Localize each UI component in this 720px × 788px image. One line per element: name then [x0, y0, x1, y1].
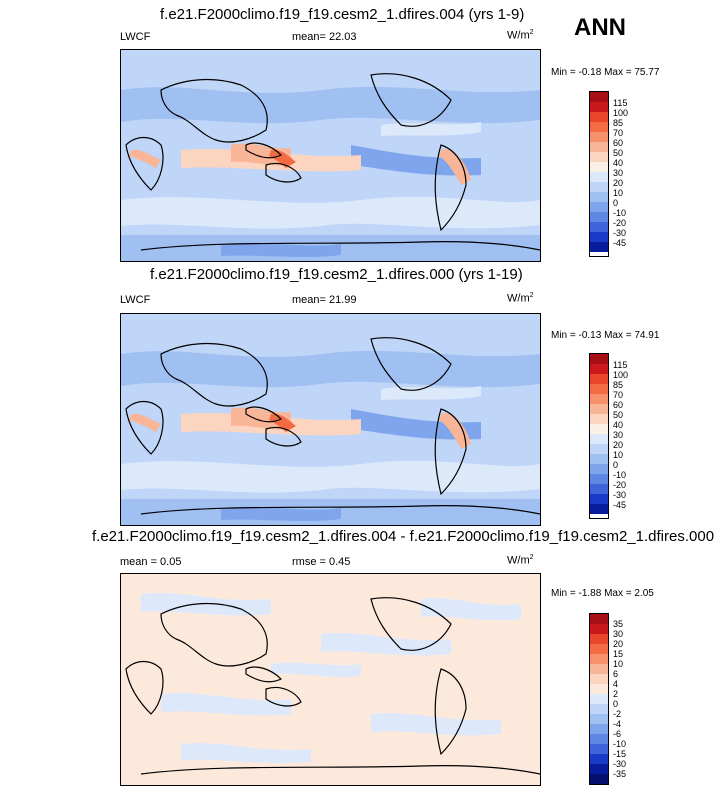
- panel2-colorbar: [589, 353, 609, 519]
- panel1-tick: 40: [613, 158, 624, 168]
- panel2-mean-label: mean= 21.99: [292, 294, 357, 306]
- panel1-min-max: Min = -0.18 Max = 75.77: [551, 67, 660, 78]
- panel2-tick: 100: [613, 370, 629, 380]
- panel3-title: f.e21.F2000climo.f19_f19.cesm2_1.dfires.…: [92, 528, 715, 545]
- panel3-min-max: Min = -1.88 Max = 2.05: [551, 588, 654, 599]
- panel1-tick: -30: [613, 228, 627, 238]
- panel2-tick: 0: [613, 460, 619, 470]
- panel3-tick: 35: [613, 619, 624, 629]
- panel3-rmse-label: rmse = 0.45: [292, 556, 351, 568]
- panel1-tick: 30: [613, 168, 624, 178]
- panel3-tick: 30: [613, 629, 624, 639]
- panel1-tick: 60: [613, 138, 624, 148]
- panel3-tick: -10: [613, 739, 627, 749]
- panel3-tick: 4: [613, 679, 619, 689]
- panel2-tick: 20: [613, 440, 624, 450]
- panel3-tick: 15: [613, 649, 624, 659]
- panel1-tick: 100: [613, 108, 629, 118]
- panel1-tick: -10: [613, 208, 627, 218]
- panel3-units-label: W/m2: [507, 554, 534, 567]
- panel3-tick: -4: [613, 719, 622, 729]
- panel1-tick: -20: [613, 218, 627, 228]
- panel1-map-canvas: [121, 50, 540, 261]
- panel3-tick: 0: [613, 699, 619, 709]
- panel2-tick: 10: [613, 450, 624, 460]
- panel3-tick: -6: [613, 729, 622, 739]
- panel2-map: [120, 313, 541, 526]
- panel1-title: f.e21.F2000climo.f19_f19.cesm2_1.dfires.…: [160, 6, 525, 23]
- panel3-tick: 20: [613, 639, 624, 649]
- panel3-tick: -30: [613, 759, 627, 769]
- panel2-tick: 30: [613, 430, 624, 440]
- panel1-tick: 10: [613, 188, 624, 198]
- panel3-map: [120, 573, 541, 786]
- panel2-tick: 60: [613, 400, 624, 410]
- panel3-tick: -35: [613, 769, 627, 779]
- panel1-variable-label: LWCF: [120, 31, 151, 43]
- panel2-tick: -20: [613, 480, 627, 490]
- panel3-map-canvas: [121, 574, 540, 785]
- panel2-tick: 50: [613, 410, 624, 420]
- panel2-title: f.e21.F2000climo.f19_f19.cesm2_1.dfires.…: [150, 266, 523, 283]
- panel3-mean-label: mean = 0.05: [120, 556, 182, 568]
- panel1-mean-label: mean= 22.03: [292, 31, 357, 43]
- panel1-tick: 70: [613, 128, 624, 138]
- panel3-tick: -15: [613, 749, 627, 759]
- panel3-tick: -2: [613, 709, 622, 719]
- panel2-tick: -10: [613, 470, 627, 480]
- panel1-tick: 50: [613, 148, 624, 158]
- panel2-tick: 70: [613, 390, 624, 400]
- panel2-variable-label: LWCF: [120, 294, 151, 306]
- panel2-tick: -45: [613, 500, 627, 510]
- panel1-tick: 0: [613, 198, 619, 208]
- panel1-tick: -45: [613, 238, 627, 248]
- panel3-tick: 10: [613, 659, 624, 669]
- panel2-tick: -30: [613, 490, 627, 500]
- panel3-colorbar: [589, 613, 609, 785]
- panel2-map-canvas: [121, 314, 540, 525]
- panel2-min-max: Min = -0.13 Max = 74.91: [551, 330, 660, 341]
- panel2-tick: 40: [613, 420, 624, 430]
- panel1-colorbar: [589, 91, 609, 257]
- panel1-tick: 85: [613, 118, 624, 128]
- panel1-tick: 20: [613, 178, 624, 188]
- panel3-tick: 2: [613, 689, 619, 699]
- season-label: ANN: [574, 14, 626, 41]
- panel2-tick: 85: [613, 380, 624, 390]
- panel1-tick: 115: [613, 98, 628, 108]
- panel1-units-label: W/m2: [507, 29, 534, 42]
- panel1-map: [120, 49, 541, 262]
- panel3-tick: 6: [613, 669, 619, 679]
- panel2-tick: 115: [613, 360, 628, 370]
- panel2-units-label: W/m2: [507, 292, 534, 305]
